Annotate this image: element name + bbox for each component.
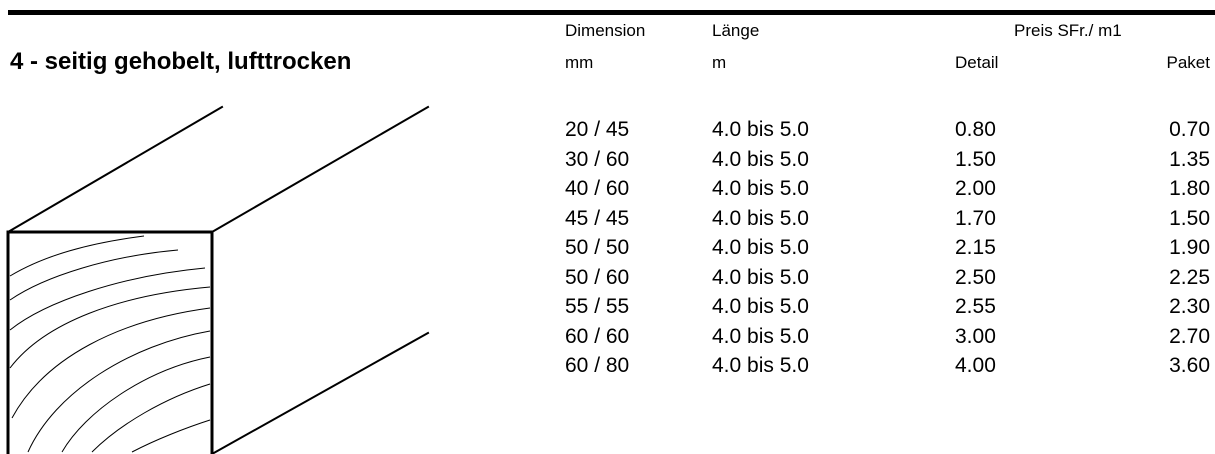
section-title: 4 - seitig gehobelt, lufttrocken [10, 48, 352, 75]
row-paket: 2.70 [1169, 324, 1210, 348]
row-length: 4.0 bis 5.0 [712, 295, 809, 318]
beam-depth-line-top [210, 105, 430, 234]
row-dimension: 60 / 80 [565, 354, 630, 377]
row-length: 4.0 bis 5.0 [712, 265, 809, 289]
header-length-unit: m [712, 53, 727, 72]
row-paket: 1.35 [1169, 147, 1210, 171]
row-paket: 1.90 [1169, 236, 1210, 259]
row-detail: 2.55 [955, 295, 996, 318]
row-paket: 2.30 [1169, 295, 1210, 318]
row-dimension: 40 / 60 [565, 177, 630, 200]
row-length: 4.0 bis 5.0 [712, 324, 809, 348]
header-dimension-unit: mm [565, 53, 594, 72]
row-detail: 3.00 [955, 324, 996, 348]
row-paket: 0.70 [1169, 118, 1210, 141]
row-dimension: 50 / 50 [565, 236, 630, 259]
row-detail: 1.70 [955, 206, 996, 230]
row-length: 4.0 bis 5.0 [712, 147, 809, 171]
row-detail: 2.00 [955, 177, 996, 200]
top-rule [8, 10, 1215, 15]
beam-depth-line-bottom [210, 331, 430, 454]
row-dimension: 50 / 60 [565, 265, 630, 289]
row-dimension: 55 / 55 [565, 295, 630, 318]
row-detail: 2.50 [955, 265, 996, 289]
header-paket: Paket [1166, 53, 1210, 72]
header-detail: Detail [955, 53, 999, 72]
row-length: 4.0 bis 5.0 [712, 206, 809, 230]
row-length: 4.0 bis 5.0 [712, 118, 809, 141]
row-detail: 4.00 [955, 354, 996, 377]
row-dimension: 60 / 60 [565, 324, 630, 348]
row-dimension: 20 / 45 [565, 118, 630, 141]
row-length: 4.0 bis 5.0 [712, 177, 809, 200]
row-detail: 1.50 [955, 147, 996, 171]
header-price: Preis SFr./ m1 [1014, 21, 1122, 40]
row-paket: 2.25 [1169, 265, 1210, 289]
header-dimension: Dimension [565, 21, 646, 40]
row-detail: 0.80 [955, 118, 996, 141]
row-length: 4.0 bis 5.0 [712, 236, 809, 259]
beam-depth-line-left [6, 105, 224, 234]
header-length: Länge [712, 21, 760, 40]
row-length: 4.0 bis 5.0 [712, 354, 809, 377]
row-dimension: 45 / 45 [565, 206, 630, 230]
timber-beam-drawing [6, 105, 430, 454]
row-detail: 2.15 [955, 236, 996, 259]
row-paket: 3.60 [1169, 354, 1210, 377]
row-dimension: 30 / 60 [565, 147, 630, 171]
row-paket: 1.50 [1169, 206, 1210, 230]
wood-grain-lines [9, 235, 211, 453]
row-paket: 1.80 [1169, 177, 1210, 200]
